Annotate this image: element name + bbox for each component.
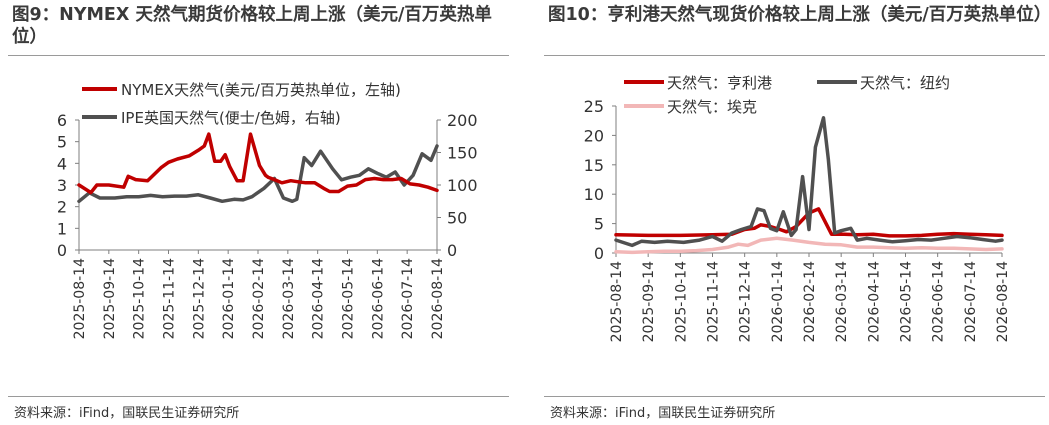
x-tick-label: 2025-09-14 [641,261,657,342]
chart-title: 图9：NYMEX 天然气期货价格较上周上涨（美元/百万英热单位） [12,5,492,47]
x-tick-label: 2026-05-14 [899,261,915,342]
y-right-tick-label: 200 [447,111,478,130]
x-tick-label: 2026-04-14 [311,258,327,339]
x-tick-label: 2026-04-14 [866,261,882,342]
source-note: 资料来源：iFind，国联民生证券研究所 [14,406,240,421]
y-tick-label: 10 [584,185,604,204]
chart-panel-nymex: 图9：NYMEX 天然气期货价格较上周上涨（美元/百万英热单位） NYMEX天然… [0,0,513,425]
y-tick-label: 25 [584,97,604,116]
x-tick-label: 2025-11-14 [706,261,722,342]
y-right-tick-label: 150 [447,144,478,163]
source-divider [544,396,1045,397]
x-tick-label: 2026-03-14 [281,258,297,339]
y-left-tick-label: 4 [57,154,67,173]
chart-nymex-ipe: NYMEX天然气(美元/百万英热单位，左轴) IPE英国天然气(便士/色姆，右轴)… [57,81,478,339]
series-line-new-york [614,116,1004,248]
y-tick-label: 5 [594,215,604,234]
x-tick-label: 2025-08-14 [72,258,88,339]
y-left-tick-label: 2 [57,198,67,217]
x-tick-label: 2026-06-14 [931,261,947,342]
x-tick-label: 2026-02-14 [251,258,267,339]
title-divider [8,55,509,56]
y-right-tick-label: 100 [447,176,478,195]
y-tick-label: 20 [584,126,604,145]
x-tick-label: 2026-01-14 [221,258,237,339]
x-tick-label: 2025-10-14 [673,261,689,342]
chart-title: 图10：亨利港天然气现货价格较上周上涨（美元/百万英热单位） [548,5,1049,25]
x-tick-label: 2026-02-14 [802,261,818,342]
x-tick-label: 2026-07-14 [400,258,416,339]
legend-label-ipe: IPE英国天然气(便士/色姆，右轴) [121,109,341,127]
legend-label-nymex: NYMEX天然气(美元/百万英热单位，左轴) [121,81,401,99]
chart-panel-henry-hub: 图10：亨利港天然气现货价格较上周上涨（美元/百万英热单位） 天然气：亨利港 天然… [536,0,1049,425]
x-tick-label: 2025-11-14 [162,258,178,339]
legend-label-aeco: 天然气：埃克 [667,98,757,116]
x-tick-label: 2026-06-14 [370,258,386,339]
x-tick-label: 2025-12-14 [738,261,754,342]
y-right-tick-label: 0 [447,241,457,260]
x-tick-label: 2025-10-14 [132,258,148,339]
x-tick-label: 2026-08-14 [430,258,446,339]
x-tick-label: 2026-05-14 [341,258,357,339]
y-left-tick-label: 1 [57,219,67,238]
x-tick-label: 2025-12-14 [191,258,207,339]
legend-label-new-york: 天然气：纽约 [860,74,950,92]
series-line-ipe [77,144,439,204]
x-tick-label: 2026-07-14 [963,261,979,342]
y-left-tick-label: 0 [57,241,67,260]
y-tick-label: 15 [584,156,604,175]
x-tick-label: 2025-09-14 [102,258,118,339]
y-tick-label: 0 [594,244,604,263]
source-note: 资料来源：iFind，国联民生证券研究所 [550,406,776,421]
x-tick-label: 2025-08-14 [609,261,625,342]
series-line-nymex [77,132,439,195]
legend-label-henry-hub: 天然气：亨利港 [667,74,772,92]
x-tick-label: 2026-03-14 [834,261,850,342]
x-tick-label: 2026-08-14 [995,261,1011,342]
series-line-aeco [614,236,1004,255]
title-divider [544,55,1045,56]
y-left-tick-label: 6 [57,111,67,130]
y-right-tick-label: 50 [447,209,467,228]
x-tick-label: 2026-01-14 [770,261,786,342]
y-left-tick-label: 5 [57,133,67,152]
y-left-tick-label: 3 [57,176,67,195]
source-divider [8,396,509,397]
